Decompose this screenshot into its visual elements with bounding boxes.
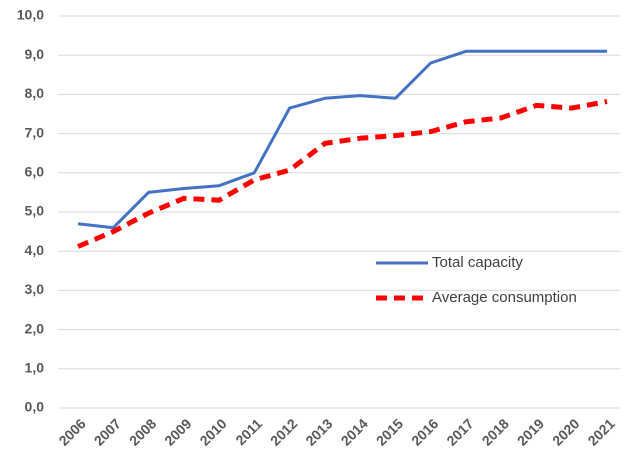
y-tick-label: 1,0 bbox=[25, 360, 45, 376]
x-tick-label: 2010 bbox=[196, 415, 229, 448]
y-tick-label: 2,0 bbox=[25, 320, 45, 336]
x-tick-label: 2018 bbox=[479, 415, 512, 448]
y-tick-label: 6,0 bbox=[25, 164, 45, 180]
y-tick-label: 7,0 bbox=[25, 124, 45, 140]
y-tick-label: 0,0 bbox=[25, 399, 45, 415]
x-tick-label: 2012 bbox=[267, 415, 300, 448]
x-tick-label: 2016 bbox=[408, 415, 441, 448]
y-tick-label: 10,0 bbox=[17, 7, 44, 23]
x-tick-label: 2019 bbox=[514, 415, 547, 448]
x-tick-label: 2017 bbox=[443, 415, 476, 448]
x-tick-label: 2014 bbox=[338, 415, 371, 448]
legend-label: Total capacity bbox=[432, 254, 523, 271]
y-tick-label: 5,0 bbox=[25, 203, 45, 219]
x-tick-label: 2013 bbox=[302, 415, 335, 448]
x-tick-label: 2011 bbox=[232, 415, 265, 448]
x-tick-label: 2021 bbox=[584, 415, 617, 448]
x-tick-label: 2006 bbox=[55, 415, 88, 448]
line-series bbox=[77, 99, 608, 249]
x-tick-label: 2008 bbox=[126, 415, 159, 448]
legend-label: Average consumption bbox=[432, 289, 577, 306]
x-tick-label: 2015 bbox=[373, 415, 406, 448]
line-series bbox=[77, 49, 607, 230]
y-tick-label: 9,0 bbox=[25, 46, 45, 62]
y-tick-label: 4,0 bbox=[25, 242, 45, 258]
y-tick-label: 3,0 bbox=[25, 281, 45, 297]
x-tick-label: 2009 bbox=[161, 415, 194, 448]
x-tick-label: 2007 bbox=[91, 415, 124, 448]
x-tick-label: 2020 bbox=[549, 415, 582, 448]
y-tick-label: 8,0 bbox=[25, 85, 45, 101]
